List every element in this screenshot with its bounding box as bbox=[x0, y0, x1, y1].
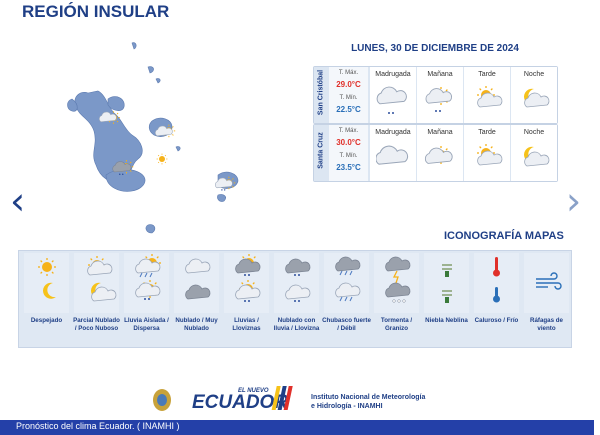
pinta-island bbox=[131, 42, 137, 50]
legend-item-nublado-lluvia: Nublado con lluvia / Llovizna bbox=[272, 251, 321, 347]
santiago-island bbox=[107, 96, 125, 111]
legend-item-parcial-nublado: Parcial Nublado / Poco Nuboso bbox=[72, 251, 121, 347]
legend-item-lluvia-aislada: Lluvia Aislada / Dispersa bbox=[122, 251, 171, 347]
period-tarde: Tarde bbox=[464, 67, 510, 123]
legend-item-caluroso: Caluroso / Frío bbox=[472, 251, 521, 347]
night-cloudy-icon bbox=[524, 88, 550, 108]
tmax-value: 29.0°C bbox=[336, 80, 361, 89]
iconography-title: ICONOGRAFÍA MAPAS bbox=[444, 230, 564, 242]
period-manana: Mañana bbox=[417, 67, 463, 123]
legend-item-lluvias: Lluvias / Lloviznas bbox=[222, 251, 271, 347]
tmax-label: T. Máx. bbox=[338, 128, 359, 134]
iconography-legend: Despejado Parcial Nublado / Poco Nuboso … bbox=[18, 250, 572, 348]
legend-item-tormenta: Tormenta / Granizo bbox=[372, 251, 421, 347]
footer-text: Pronóstico del clima Ecuador. ( INAMHI ) bbox=[16, 421, 180, 431]
flag-stripes bbox=[271, 386, 293, 410]
tmin-value: 23.5°C bbox=[336, 163, 361, 172]
svg-text:EL NUEVO: EL NUEVO bbox=[238, 388, 269, 394]
island-label: San Cristóbal bbox=[314, 67, 328, 123]
tmax-label: T. Máx. bbox=[338, 70, 359, 76]
ecuador-logo: EL NUEVO ECUADOR bbox=[153, 386, 293, 413]
genovesa-island bbox=[155, 78, 161, 84]
forecast-card-santa-cruz: Santa Cruz T. Máx. 30.0°C T. Mín. 23.5°C… bbox=[313, 124, 558, 182]
next-arrow-icon[interactable]: › bbox=[566, 179, 582, 223]
partly-cloudy-drizzle-icon bbox=[425, 86, 453, 112]
page-title: REGIÓN INSULAR bbox=[22, 2, 170, 21]
santa-fe-island bbox=[175, 146, 181, 152]
partly-cloudy-icon bbox=[476, 85, 503, 108]
isolated-rain-icon bbox=[135, 253, 162, 300]
period-noche: Noche bbox=[511, 67, 557, 123]
legend-item-despejado: Despejado bbox=[22, 251, 71, 347]
clear-sky-icon bbox=[37, 257, 57, 299]
temperature-panel: T. Máx. 29.0°C T. Mín. 22.5°C bbox=[329, 67, 368, 123]
isabela-south bbox=[105, 169, 146, 192]
institute-name: Instituto Nacional de Meteorología e Hid… bbox=[311, 394, 426, 410]
cloudy-drizzle-icon bbox=[376, 86, 407, 114]
period-tarde: Tarde bbox=[464, 125, 510, 181]
legend-item-niebla: Niebla Neblina bbox=[422, 251, 471, 347]
legend-item-rafagas: Ráfagas de viento bbox=[522, 251, 571, 347]
period-madrugada: Madrugada bbox=[370, 125, 416, 181]
rain-drizzle-icon bbox=[235, 253, 261, 302]
coat-of-arms-icon bbox=[153, 389, 171, 411]
legend-item-nublado: Nublado / Muy Nublado bbox=[172, 251, 221, 347]
tmin-value: 22.5°C bbox=[336, 105, 361, 114]
thermometer-icon bbox=[493, 257, 500, 303]
island-label: Santa Cruz bbox=[314, 125, 328, 181]
tmin-label: T. Mín. bbox=[339, 95, 358, 101]
forecast-card-san-cristobal: San Cristóbal T. Máx. 29.0°C T. Mín. 22.… bbox=[313, 66, 558, 124]
night-partly-cloudy-icon bbox=[524, 146, 550, 167]
svg-text:ECUADOR: ECUADOR bbox=[192, 392, 288, 413]
galapagos-map bbox=[67, 42, 239, 234]
period-manana: Mañana bbox=[417, 125, 463, 181]
forecast-date: LUNES, 30 DE DICIEMBRE DE 2024 bbox=[351, 43, 519, 54]
legend-item-chubasco: Chubasco fuerte / Débil bbox=[322, 251, 371, 347]
fernandina-island bbox=[67, 98, 78, 112]
storm-hail-icon bbox=[385, 256, 411, 303]
cloudy-rain-icon bbox=[285, 258, 311, 302]
floreana-island bbox=[145, 224, 156, 234]
heavy-shower-icon bbox=[335, 256, 361, 302]
period-noche: Noche bbox=[511, 125, 557, 181]
espanola-island bbox=[217, 194, 226, 202]
wind-gust-icon bbox=[536, 272, 562, 290]
partly-cloudy-icon bbox=[476, 143, 503, 166]
previous-arrow-icon[interactable]: ‹ bbox=[10, 179, 26, 223]
tmin-label: T. Mín. bbox=[339, 153, 358, 159]
temperature-panel: T. Máx. 30.0°C T. Mín. 23.5°C bbox=[329, 125, 368, 181]
partly-cloudy-icon bbox=[424, 145, 453, 165]
period-madrugada: Madrugada bbox=[370, 67, 416, 123]
cloudy-icon bbox=[376, 145, 409, 165]
footer-bar: Pronóstico del clima Ecuador. ( INAMHI ) bbox=[0, 420, 594, 435]
overcast-icon bbox=[185, 258, 211, 300]
partly-cloudy-icon bbox=[87, 255, 117, 302]
marchena-island bbox=[147, 66, 154, 74]
tmax-value: 30.0°C bbox=[336, 138, 361, 147]
fog-icon bbox=[442, 264, 452, 303]
